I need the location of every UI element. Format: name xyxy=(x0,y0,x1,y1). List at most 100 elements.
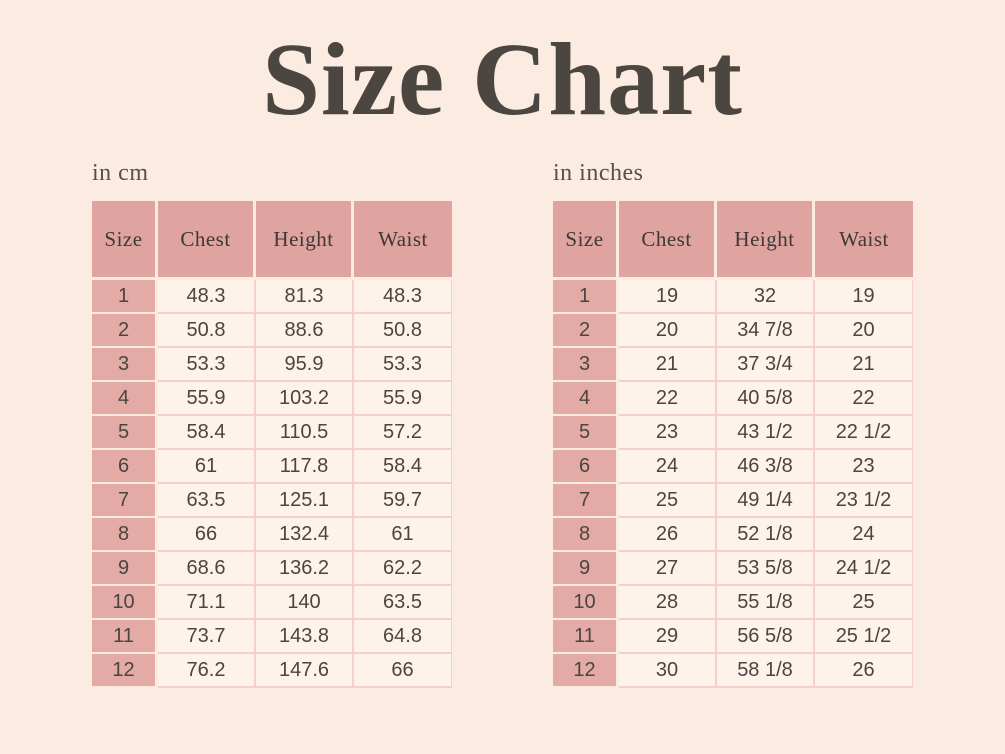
page-title: Size Chart xyxy=(262,22,743,137)
value-cell: 63.5 xyxy=(158,484,256,518)
value-cell: 55.9 xyxy=(354,382,452,416)
size-cell: 12 xyxy=(553,654,619,688)
table-row: 1 48.3 81.3 48.3 xyxy=(92,280,452,314)
value-cell: 27 xyxy=(619,552,717,586)
value-cell: 88.6 xyxy=(256,314,354,348)
size-cell: 7 xyxy=(92,484,158,518)
table-row: 7 25 49 1/4 23 1/2 xyxy=(553,484,913,518)
value-cell: 71.1 xyxy=(158,586,256,620)
value-cell: 49 1/4 xyxy=(717,484,815,518)
value-cell: 55.9 xyxy=(158,382,256,416)
value-cell: 25 1/2 xyxy=(815,620,913,654)
header-row: Size Chest Height Waist xyxy=(553,201,913,280)
table-row: 5 58.4 110.5 57.2 xyxy=(92,416,452,450)
table-row: 3 53.3 95.9 53.3 xyxy=(92,348,452,382)
value-cell: 56 5/8 xyxy=(717,620,815,654)
value-cell: 81.3 xyxy=(256,280,354,314)
value-cell: 59.7 xyxy=(354,484,452,518)
size-cell: 5 xyxy=(553,416,619,450)
value-cell: 53.3 xyxy=(158,348,256,382)
value-cell: 58.4 xyxy=(158,416,256,450)
value-cell: 76.2 xyxy=(158,654,256,688)
value-cell: 20 xyxy=(815,314,913,348)
table-row: 4 55.9 103.2 55.9 xyxy=(92,382,452,416)
size-cell: 6 xyxy=(92,450,158,484)
value-cell: 53 5/8 xyxy=(717,552,815,586)
value-cell: 21 xyxy=(815,348,913,382)
value-cell: 32 xyxy=(717,280,815,314)
value-cell: 22 xyxy=(619,382,717,416)
size-cell: 2 xyxy=(92,314,158,348)
column-header-waist: Waist xyxy=(815,201,913,280)
value-cell: 50.8 xyxy=(158,314,256,348)
size-table-cm: Size Chest Height Waist 1 48.3 81.3 48.3 2 50.8 8… xyxy=(92,201,452,688)
value-cell: 68.6 xyxy=(158,552,256,586)
value-cell: 52 1/8 xyxy=(717,518,815,552)
value-cell: 140 xyxy=(256,586,354,620)
value-cell: 19 xyxy=(815,280,913,314)
column-header-height: Height xyxy=(717,201,815,280)
value-cell: 23 xyxy=(619,416,717,450)
value-cell: 48.3 xyxy=(158,280,256,314)
table-row: 6 24 46 3/8 23 xyxy=(553,450,913,484)
value-cell: 22 xyxy=(815,382,913,416)
value-cell: 28 xyxy=(619,586,717,620)
inches-table-section: in inches Size Chest Height Waist 1 19 32 19 2 2… xyxy=(553,160,913,688)
value-cell: 55 1/8 xyxy=(717,586,815,620)
size-cell: 10 xyxy=(553,586,619,620)
table-row: 4 22 40 5/8 22 xyxy=(553,382,913,416)
value-cell: 26 xyxy=(815,654,913,688)
size-cell: 8 xyxy=(553,518,619,552)
size-cell: 1 xyxy=(553,280,619,314)
value-cell: 50.8 xyxy=(354,314,452,348)
size-cell: 2 xyxy=(553,314,619,348)
table-row: 6 61 117.8 58.4 xyxy=(92,450,452,484)
column-header-size: Size xyxy=(92,201,158,280)
value-cell: 26 xyxy=(619,518,717,552)
value-cell: 21 xyxy=(619,348,717,382)
size-cell: 7 xyxy=(553,484,619,518)
value-cell: 132.4 xyxy=(256,518,354,552)
value-cell: 58.4 xyxy=(354,450,452,484)
value-cell: 66 xyxy=(354,654,452,688)
size-cell: 10 xyxy=(92,586,158,620)
table-row: 9 27 53 5/8 24 1/2 xyxy=(553,552,913,586)
value-cell: 117.8 xyxy=(256,450,354,484)
size-table-inches: Size Chest Height Waist 1 19 32 19 2 20 34 7/8 20 3… xyxy=(553,201,913,688)
size-cell: 5 xyxy=(92,416,158,450)
value-cell: 30 xyxy=(619,654,717,688)
size-cell: 6 xyxy=(553,450,619,484)
value-cell: 62.2 xyxy=(354,552,452,586)
value-cell: 61 xyxy=(354,518,452,552)
value-cell: 22 1/2 xyxy=(815,416,913,450)
value-cell: 20 xyxy=(619,314,717,348)
column-header-waist: Waist xyxy=(354,201,452,280)
table-row: 5 23 43 1/2 22 1/2 xyxy=(553,416,913,450)
value-cell: 136.2 xyxy=(256,552,354,586)
size-cell: 11 xyxy=(92,620,158,654)
value-cell: 64.8 xyxy=(354,620,452,654)
value-cell: 29 xyxy=(619,620,717,654)
table-row: 11 73.7 143.8 64.8 xyxy=(92,620,452,654)
column-header-height: Height xyxy=(256,201,354,280)
value-cell: 66 xyxy=(158,518,256,552)
table-row: 2 50.8 88.6 50.8 xyxy=(92,314,452,348)
size-cell: 4 xyxy=(553,382,619,416)
value-cell: 25 xyxy=(619,484,717,518)
value-cell: 53.3 xyxy=(354,348,452,382)
table-row: 10 71.1 140 63.5 xyxy=(92,586,452,620)
column-header-chest: Chest xyxy=(619,201,717,280)
value-cell: 58 1/8 xyxy=(717,654,815,688)
table-row: 2 20 34 7/8 20 xyxy=(553,314,913,348)
value-cell: 24 xyxy=(619,450,717,484)
value-cell: 95.9 xyxy=(256,348,354,382)
column-header-size: Size xyxy=(553,201,619,280)
table-row: 11 29 56 5/8 25 1/2 xyxy=(553,620,913,654)
size-cell: 1 xyxy=(92,280,158,314)
table-row: 1 19 32 19 xyxy=(553,280,913,314)
size-cell: 12 xyxy=(92,654,158,688)
value-cell: 37 3/4 xyxy=(717,348,815,382)
value-cell: 103.2 xyxy=(256,382,354,416)
unit-label-cm: in cm xyxy=(92,160,149,186)
